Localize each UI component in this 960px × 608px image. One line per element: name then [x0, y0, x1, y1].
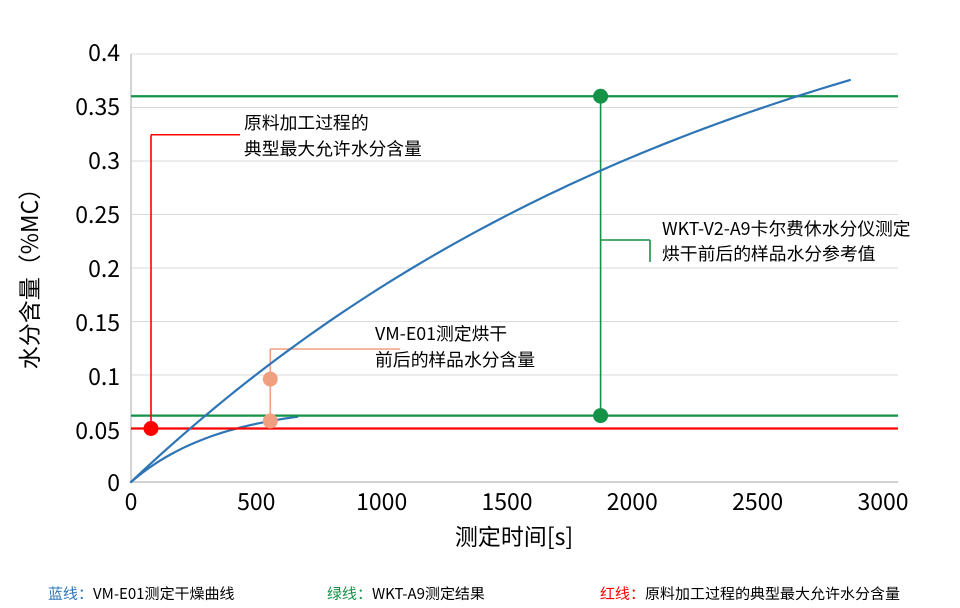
svg-text:典型最大允许水分含量: 典型最大允许水分含量	[244, 135, 422, 161]
svg-text:水分含量（%MC）: 水分含量（%MC）	[11, 177, 45, 370]
svg-text:0.15: 0.15	[75, 304, 120, 338]
svg-text:0.25: 0.25	[75, 196, 120, 230]
svg-text:1500: 1500	[481, 483, 532, 517]
svg-text:1000: 1000	[356, 483, 407, 517]
svg-text:0: 0	[125, 483, 138, 517]
svg-text:0: 0	[107, 464, 120, 498]
svg-text:3000: 3000	[857, 483, 908, 517]
svg-text:原料加工过程的: 原料加工过程的	[244, 109, 368, 135]
svg-text:0.05: 0.05	[75, 412, 120, 446]
svg-text:WKT-V2-A9卡尔费休水分仪测定: WKT-V2-A9卡尔费休水分仪测定	[662, 215, 911, 241]
svg-text:500: 500	[237, 483, 275, 517]
svg-text:0.2: 0.2	[88, 250, 120, 284]
svg-text:VM-E01测定烘干: VM-E01测定烘干	[375, 320, 507, 346]
svg-text:烘干前后的样品水分参考值: 烘干前后的样品水分参考值	[662, 240, 876, 266]
svg-text:0.3: 0.3	[88, 142, 120, 176]
svg-text:绿线：WKT-A9测定结果: 绿线：WKT-A9测定结果	[327, 583, 485, 604]
svg-text:蓝线：VM-E01测定干燥曲线: 蓝线：VM-E01测定干燥曲线	[48, 583, 235, 604]
svg-text:0.35: 0.35	[75, 88, 120, 122]
svg-text:2500: 2500	[732, 483, 783, 517]
svg-text:0.1: 0.1	[88, 358, 120, 392]
svg-text:测定时间[s]: 测定时间[s]	[455, 518, 573, 552]
svg-text:红线：原料加工过程的典型最大允许水分含量: 红线：原料加工过程的典型最大允许水分含量	[600, 583, 900, 604]
svg-text:2000: 2000	[607, 483, 658, 517]
svg-text:前后的样品水分含量: 前后的样品水分含量	[375, 346, 535, 372]
svg-text:0.4: 0.4	[88, 34, 120, 68]
